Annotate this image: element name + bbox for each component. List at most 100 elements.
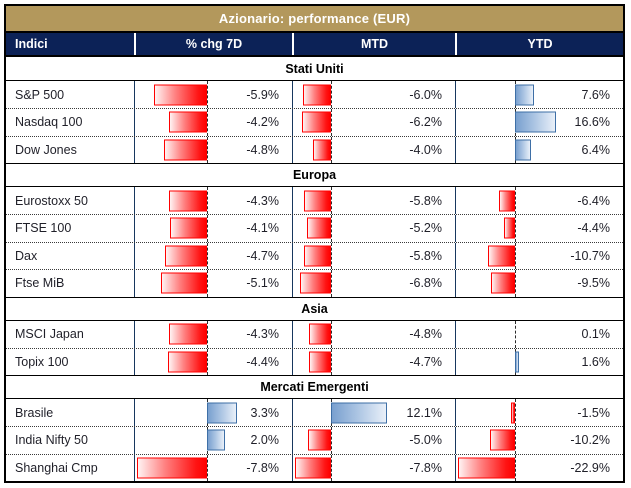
index-name: Shanghai Cmp	[15, 460, 98, 475]
mtd-bar-chart	[295, 187, 387, 214]
negative-bar	[312, 139, 332, 161]
table-body: Stati Uniti S&P 500 -5.9% -6.0% 7.6% Nasdaq 1…	[6, 57, 623, 481]
ytd-cell: 0.1%	[455, 320, 623, 348]
chg7d-cell: -4.2%	[134, 109, 292, 136]
ytd-value: 16.6%	[574, 115, 610, 130]
mtd-cell: -4.7%	[292, 348, 455, 375]
table-row: Topix 100 -4.4% -4.7% 1.6%	[6, 347, 623, 375]
ytd-bar-chart	[458, 270, 556, 297]
chg7d-cell: -5.1%	[134, 270, 292, 297]
chg7d-bar-chart	[137, 215, 237, 242]
positive-bar	[207, 402, 237, 423]
mtd-cell: -7.8%	[292, 454, 455, 481]
zero-axis-line	[331, 348, 333, 375]
ytd-cell: -6.4%	[455, 187, 623, 214]
mtd-value: -5.8%	[409, 248, 442, 263]
zero-axis-line	[207, 454, 209, 481]
table-row: Dax -4.7% -5.8% -10.7%	[6, 241, 623, 269]
zero-axis-line	[207, 242, 209, 269]
negative-bar	[304, 245, 332, 267]
positive-bar	[514, 111, 556, 133]
mtd-bar-chart	[295, 348, 387, 375]
negative-bar	[295, 457, 332, 479]
table-row: MSCI Japan -4.3% -4.8% 0.1%	[6, 320, 623, 348]
zero-axis-line	[207, 136, 209, 163]
negative-bar	[170, 217, 208, 239]
negative-bar	[511, 402, 515, 423]
index-name: India Nifty 50	[15, 433, 88, 448]
zero-axis-line	[207, 81, 209, 108]
zero-axis-line	[331, 136, 333, 163]
column-header-row: Indici % chg 7D MTD YTD	[6, 33, 623, 57]
negative-bar	[299, 272, 332, 294]
ytd-cell: -10.7%	[455, 242, 623, 269]
zero-axis-line	[331, 215, 333, 242]
ytd-bar-chart	[458, 320, 556, 348]
chg7d-cell: -4.1%	[134, 215, 292, 242]
negative-bar	[503, 217, 515, 239]
ytd-value: 0.1%	[581, 327, 611, 341]
ytd-bar-chart	[458, 187, 556, 214]
zero-axis-line	[331, 109, 333, 136]
chg7d-cell: -4.4%	[134, 348, 292, 375]
zero-axis-line	[331, 454, 333, 481]
column-header-mtd: MTD	[292, 33, 455, 55]
mtd-value: -6.2%	[409, 115, 442, 130]
negative-bar	[304, 190, 332, 211]
mtd-bar-chart	[295, 399, 387, 426]
zero-axis-line	[514, 454, 516, 481]
mtd-cell: -5.8%	[292, 187, 455, 214]
chg7d-value: -5.9%	[246, 87, 279, 102]
chg7d-value: -7.8%	[246, 460, 279, 475]
mtd-value: -5.0%	[409, 433, 442, 448]
ytd-value: -1.5%	[577, 405, 610, 420]
chg7d-bar-chart	[137, 320, 237, 348]
chg7d-bar-chart	[137, 270, 237, 297]
negative-bar	[168, 323, 208, 345]
index-name: Nasdaq 100	[15, 115, 83, 130]
negative-bar	[169, 111, 208, 133]
chg7d-bar-chart	[137, 187, 237, 214]
mtd-value: -4.0%	[409, 142, 442, 157]
chg7d-value: 2.0%	[250, 433, 280, 448]
index-name: Dax	[15, 248, 38, 263]
negative-bar	[154, 84, 208, 105]
mtd-cell: -5.2%	[292, 215, 455, 242]
table-row: Eurostoxx 50 -4.3% -5.8% -6.4%	[6, 187, 623, 214]
table-title: Azionario: performance (EUR)	[6, 6, 623, 33]
mtd-cell: -5.8%	[292, 242, 455, 269]
ytd-cell: -1.5%	[455, 399, 623, 426]
ytd-cell: -22.9%	[455, 454, 623, 481]
zero-axis-line	[514, 427, 516, 454]
chg7d-cell: -4.3%	[134, 320, 292, 348]
section-header: Asia	[6, 296, 623, 321]
section-header: Mercati Emergenti	[6, 375, 623, 399]
ytd-bar-chart	[458, 242, 556, 269]
positive-bar	[207, 429, 226, 451]
chg7d-value: -4.8%	[246, 142, 279, 157]
chg7d-bar-chart	[137, 399, 237, 426]
mtd-bar-chart	[295, 215, 387, 242]
table-row: FTSE 100 -4.1% -5.2% -4.4%	[6, 214, 623, 242]
mtd-cell: 12.1%	[292, 399, 455, 426]
ytd-bar-chart	[458, 136, 556, 163]
chg7d-value: -4.3%	[246, 327, 279, 341]
chg7d-bar-chart	[137, 109, 237, 136]
ytd-value: 1.6%	[581, 354, 611, 369]
ytd-value: 6.4%	[581, 142, 611, 157]
mtd-cell: -6.8%	[292, 270, 455, 297]
ytd-cell: -9.5%	[455, 270, 623, 297]
negative-bar	[498, 190, 515, 211]
zero-axis-line	[331, 242, 333, 269]
ytd-value: -22.9%	[570, 460, 610, 475]
mtd-value: -6.0%	[409, 87, 442, 102]
chg7d-bar-chart	[137, 242, 237, 269]
zero-axis-line	[207, 215, 209, 242]
chg7d-bar-chart	[137, 454, 237, 481]
zero-axis-line	[207, 187, 209, 214]
ytd-value: -10.2%	[570, 433, 610, 448]
mtd-value: -5.2%	[409, 221, 442, 236]
index-name: Dow Jones	[15, 142, 77, 157]
negative-bar	[491, 272, 515, 294]
ytd-cell: -10.2%	[455, 427, 623, 454]
